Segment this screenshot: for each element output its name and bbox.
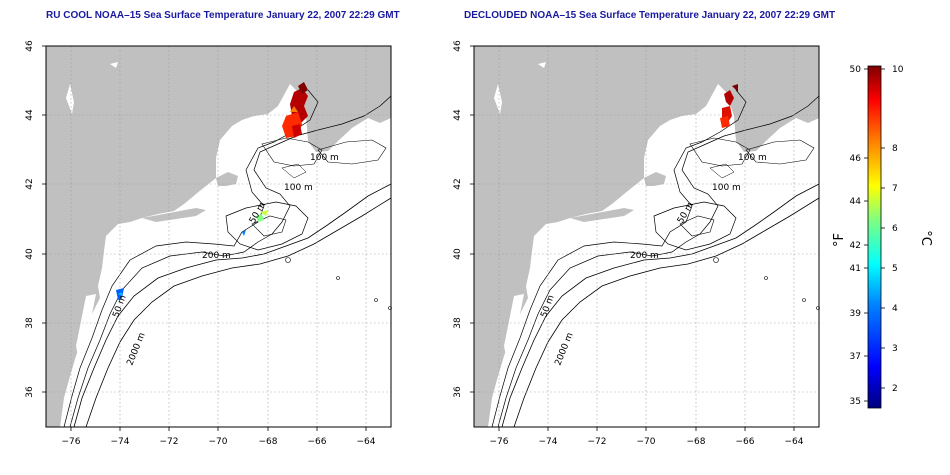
colorbar-f-tick: 44 — [850, 197, 862, 207]
colorbar-c-tick: 5 — [892, 264, 898, 274]
y-tick-label: 42 — [453, 178, 463, 189]
x-tick-label: −64 — [785, 437, 804, 447]
y-tick-label: 44 — [25, 109, 35, 121]
colorbar-c-tick: 2 — [892, 384, 898, 394]
left-map-title: RU COOL NOAA–15 Sea Surface Temperature … — [46, 10, 400, 21]
x-tick-label: −72 — [588, 437, 607, 447]
y-tick-label: 40 — [25, 248, 35, 260]
contour-label: 200 m — [630, 251, 659, 261]
x-tick-label: −68 — [687, 437, 706, 447]
colorbar-gradient — [867, 65, 882, 409]
y-tick-label: 46 — [25, 40, 35, 52]
contour-label: 100 m — [310, 153, 339, 163]
contour-label: 100 m — [738, 153, 767, 163]
y-tick-label: 42 — [25, 178, 35, 189]
colorbar-f-tick: 42 — [850, 241, 861, 251]
right-map-title: DECLOUDED NOAA–15 Sea Surface Temperatur… — [464, 10, 836, 21]
x-tick-label: −72 — [160, 437, 179, 447]
y-tick-label: 36 — [25, 386, 35, 398]
left-map: 100 m 100 m 50 m 200 m 50 m 2000 m — [45, 45, 392, 428]
x-tick-label: −70 — [209, 437, 228, 447]
x-tick-label: −64 — [357, 437, 376, 447]
x-tick-label: −74 — [539, 437, 558, 447]
colorbar-f-tick: 39 — [850, 309, 862, 319]
colorbar-f-tick: 46 — [850, 154, 862, 164]
x-tick-label: −70 — [637, 437, 656, 447]
colorbar-f-tick: 41 — [850, 264, 861, 274]
colorbar-fahrenheit-label: °F — [832, 233, 847, 247]
y-tick-label: 38 — [453, 317, 463, 329]
colorbar-f-tick: 37 — [850, 352, 861, 362]
left-sst-patches — [116, 82, 308, 300]
x-tick-label: −68 — [259, 437, 278, 447]
colorbar-c-tick: 3 — [892, 344, 898, 354]
colorbar: 50 46 44 42 41 39 37 35 10 8 7 6 5 4 3 2… — [832, 65, 933, 409]
colorbar-c-tick: 10 — [892, 65, 904, 75]
y-tick-label: 40 — [453, 248, 463, 260]
contour-label: 100 m — [284, 183, 313, 193]
colorbar-f-tick: 35 — [850, 397, 861, 407]
right-axes: −76 −74 −72 −70 −68 −66 −64 46 44 42 40 … — [453, 40, 804, 447]
colorbar-celsius-label: °C — [918, 230, 933, 246]
colorbar-c-tick: 4 — [892, 304, 898, 314]
y-tick-label: 38 — [25, 317, 35, 329]
x-tick-label: −74 — [111, 437, 130, 447]
x-tick-label: −66 — [736, 437, 755, 447]
right-sst-patches — [720, 84, 738, 128]
contour-label: 100 m — [712, 183, 741, 193]
x-tick-label: −66 — [308, 437, 327, 447]
y-tick-label: 36 — [453, 386, 463, 398]
y-tick-label: 44 — [453, 109, 463, 121]
colorbar-c-tick: 7 — [892, 184, 898, 194]
y-tick-label: 46 — [453, 40, 463, 52]
contour-label: 200 m — [202, 251, 231, 261]
left-axes: −76 −74 −72 −70 −68 −66 −64 46 44 42 40 … — [25, 40, 376, 447]
colorbar-c-tick: 6 — [892, 224, 898, 234]
x-tick-label: −76 — [62, 437, 81, 447]
right-map: 100 m 100 m 50 m 200 m 50 m 2000 m — [473, 45, 820, 428]
colorbar-f-tick: 50 — [850, 65, 862, 75]
colorbar-c-tick: 8 — [892, 144, 898, 154]
x-tick-label: −76 — [490, 437, 509, 447]
